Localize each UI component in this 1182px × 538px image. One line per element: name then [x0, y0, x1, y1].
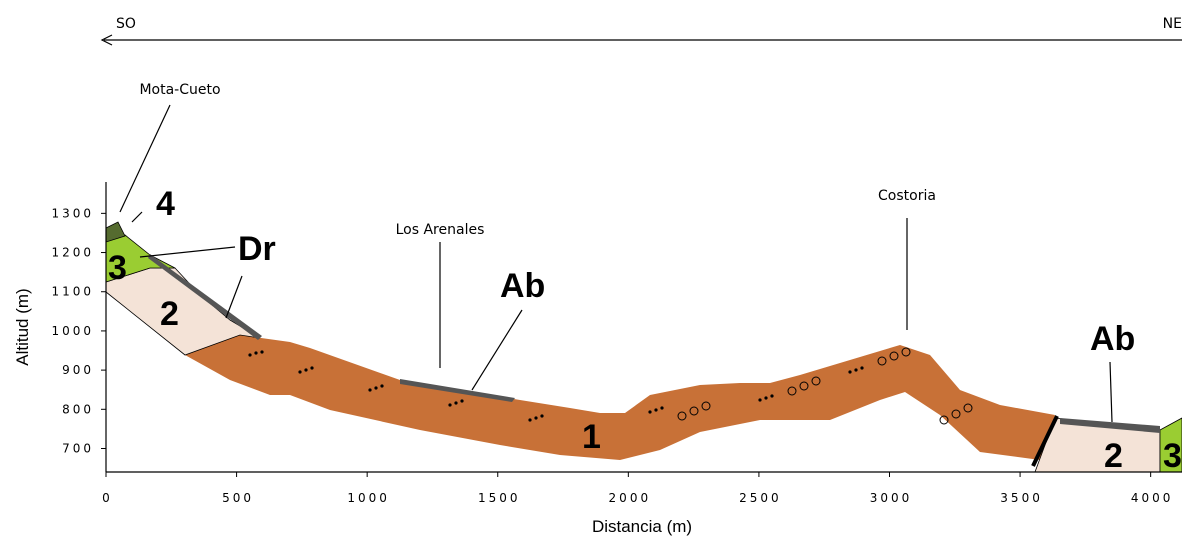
texture-dots — [248, 350, 864, 422]
y-tick-label: 1100 — [51, 285, 94, 299]
y-tick-label: 700 — [62, 441, 94, 455]
x-tick-label: 3000 — [870, 491, 913, 505]
leader-lines — [119, 104, 1113, 423]
y-tick-label: 1300 — [51, 206, 94, 220]
y-tick-label: 900 — [62, 363, 94, 377]
layer-dr — [148, 254, 262, 340]
x-axis-label: Distancia (m) — [592, 517, 692, 536]
x-tick-label: 1000 — [347, 491, 390, 505]
ticks: 0 500 1000 1500 2000 2500 3000 3500 4000 700 800 90… — [51, 206, 1174, 505]
unit-label: Ab — [500, 267, 545, 305]
unit-label: 4 — [156, 185, 175, 223]
unit-label: Ab — [1090, 320, 1135, 358]
place-label: Los Arenales — [396, 222, 485, 238]
texture-circles — [677, 347, 973, 425]
layer-1 — [185, 335, 1055, 460]
y-tick-label: 1000 — [51, 324, 94, 338]
x-tick-label: 500 — [222, 491, 254, 505]
direction-right: NE — [1163, 16, 1182, 32]
y-tick-label: 800 — [62, 402, 94, 416]
x-tick-label: 1500 — [478, 491, 521, 505]
layer-3-right — [1159, 417, 1182, 473]
unit-label: 2 — [1104, 437, 1123, 475]
y-tick-label: 1200 — [51, 246, 94, 260]
y-axis-label: Altitud (m) — [13, 288, 32, 365]
unit-label: 3 — [1163, 437, 1182, 475]
unit-label: 2 — [160, 295, 179, 333]
place-label: Costoria — [878, 188, 936, 204]
x-tick-label: 0 — [102, 491, 113, 505]
x-tick-label: 4000 — [1131, 491, 1174, 505]
x-tick-label: 3500 — [1000, 491, 1043, 505]
layer-ab-right — [1060, 418, 1160, 433]
unit-label: 1 — [582, 418, 601, 456]
layer-ab-left — [400, 379, 515, 402]
direction-left: SO — [116, 16, 136, 32]
unit-label: 3 — [108, 249, 127, 287]
place-label: Mota-Cueto — [139, 82, 220, 98]
fault — [1031, 415, 1059, 467]
unit-label: Dr — [238, 230, 276, 268]
x-tick-label: 2000 — [609, 491, 652, 505]
x-tick-label: 2500 — [739, 491, 782, 505]
arrow-head — [100, 34, 113, 46]
